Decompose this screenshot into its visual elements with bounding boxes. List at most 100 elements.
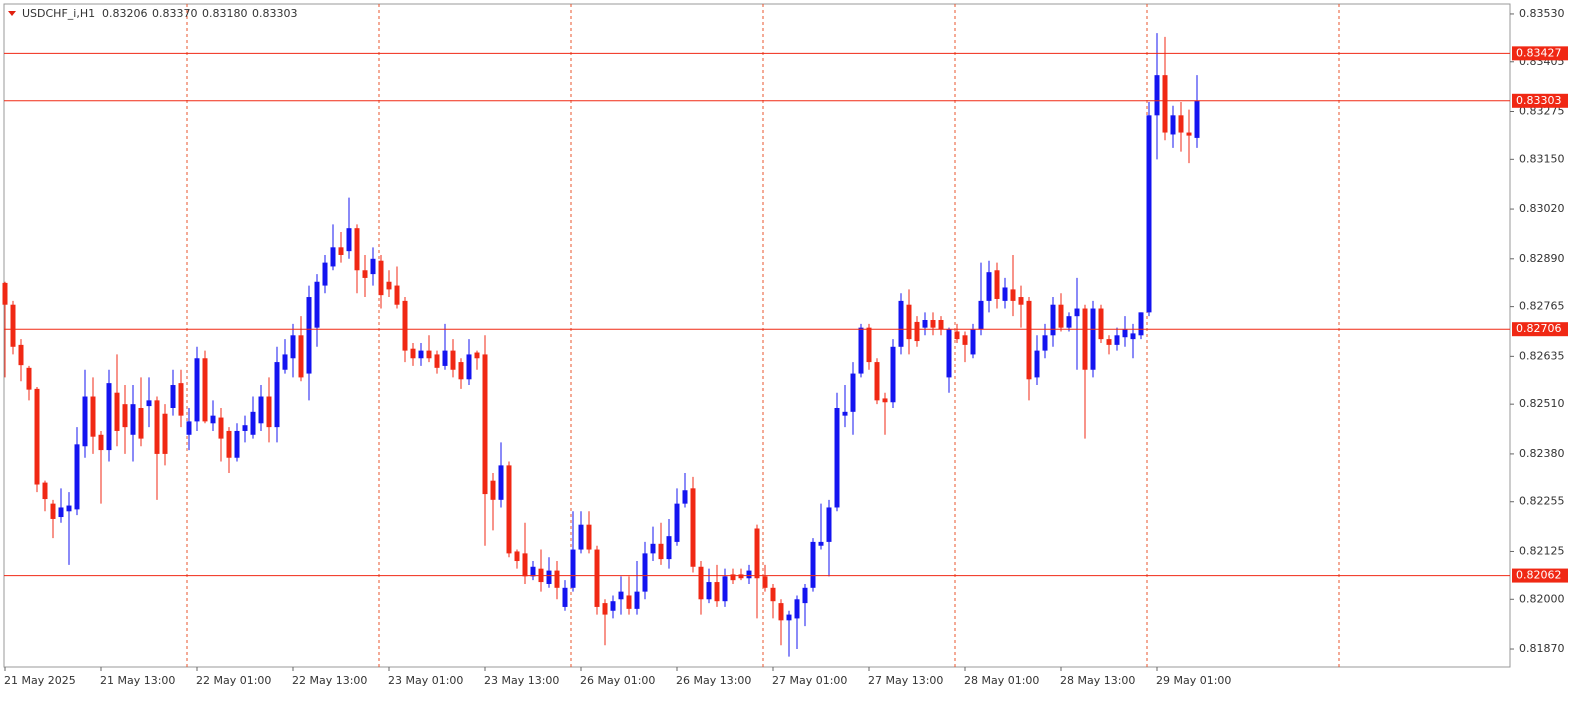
candle-body [282,354,288,370]
y-tick-label: 0.82255 [1519,495,1565,508]
candle-body [10,304,16,347]
candle-body [738,574,744,579]
candle-body [754,528,760,579]
candle-body [298,335,304,378]
candle-body [994,270,1000,299]
candle-body [530,566,536,577]
x-tick-label: 28 May 01:00 [964,674,1039,687]
candle-body [1026,300,1032,380]
candle-body [170,385,176,408]
candle-body [42,482,48,500]
candle-body [1074,308,1080,317]
candle-body [618,591,624,600]
candle-body [546,570,552,584]
candle-body [258,396,264,424]
candle-body [306,297,312,374]
candle-body [458,362,464,380]
candle-body [506,465,512,554]
x-tick-label: 22 May 01:00 [196,674,271,687]
candle-body [818,541,824,546]
candle-body [594,549,600,607]
candle-body [970,329,976,355]
candle-body [242,425,248,431]
candle-body [1186,132,1192,136]
candle-body [466,354,472,380]
y-tick-label: 0.82765 [1519,300,1565,313]
price-level-label: 0.82706 [1516,322,1562,335]
candle-body [930,320,936,328]
candle-body [522,553,528,577]
candle-body [370,258,376,275]
candle-body [682,490,688,504]
candle-body [114,392,120,431]
candle-body [274,362,280,428]
candle-body [658,543,664,560]
y-tick-label: 0.82510 [1519,397,1565,410]
candle-body [914,321,920,342]
candle-body [394,285,400,305]
candle-body [1010,289,1016,301]
candle-body [762,576,768,588]
candle-body [666,536,672,560]
candle-body [850,373,856,412]
candle-body [346,228,352,252]
price-level-box [1512,93,1568,108]
candle-body [162,413,168,454]
x-tick-label: 23 May 01:00 [388,674,463,687]
candle-body [578,524,584,550]
candle-body [570,549,576,588]
candle-body [34,388,40,485]
candle-body [602,603,608,615]
candle-body [1138,312,1144,336]
candle-body [354,228,360,271]
price-level-label: 0.83427 [1516,46,1562,59]
candle-body [954,331,960,340]
candle-body [1194,100,1200,138]
candle-body [482,354,488,495]
candle-body [1090,308,1096,370]
collapse-icon[interactable] [8,11,16,16]
ohlc-close: 0.83303 [252,7,298,20]
candle-body [562,587,568,607]
candle-body [826,507,832,542]
candle-body [1154,75,1160,116]
candle-body [498,465,504,500]
candle-body [154,400,160,454]
candle-body [1146,115,1152,313]
candle-body [938,320,944,330]
candle-body [106,383,112,451]
y-tick-label: 0.81870 [1519,642,1565,655]
candle-body [186,421,192,435]
candle-body [1106,339,1112,345]
y-tick-label: 0.82890 [1519,252,1565,265]
candle-body [1042,335,1048,351]
candle-body [50,503,56,519]
candle-body [290,335,296,359]
candle-body [898,300,904,347]
candle-body [746,570,752,579]
candle-body [434,354,440,368]
candle-body [906,304,912,340]
candle-body [426,350,432,359]
candle-body [314,281,320,328]
candle-body [962,335,968,345]
y-tick-label: 0.82125 [1519,544,1565,557]
candle-body [338,247,344,255]
candle-body [146,400,152,407]
candle-body [26,367,32,390]
candle-body [122,404,128,428]
candle-body [946,329,952,378]
candle-body [1122,329,1128,338]
candle-body [194,358,200,422]
candle-body [674,503,680,542]
candle-body [514,551,520,562]
candle-body [1178,115,1184,133]
candle-body [450,350,456,370]
x-tick-label: 22 May 13:00 [292,674,367,687]
candle-body [226,430,232,458]
x-tick-label: 21 May 13:00 [100,674,175,687]
candle-body [18,344,24,366]
x-tick-label: 21 May 2025 [4,674,76,687]
x-tick-label: 26 May 13:00 [676,674,751,687]
candle-body [410,348,416,359]
